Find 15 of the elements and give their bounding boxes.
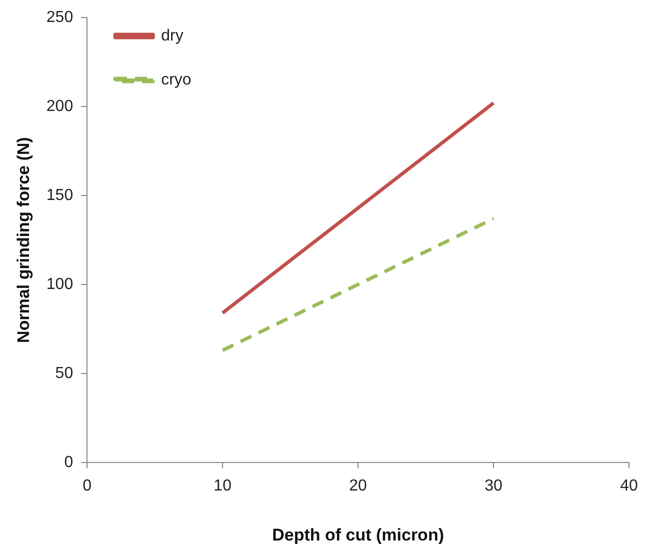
legend-label: cryo: [161, 71, 192, 88]
y-tick-label: 0: [64, 454, 74, 471]
y-tick-label: 150: [46, 186, 74, 204]
x-tick-label: 40: [620, 477, 638, 494]
x-axis-title: Depth of cut (micron): [272, 525, 444, 544]
x-tick-label: 0: [82, 477, 92, 494]
y-tick-label: 50: [55, 364, 74, 382]
legend-label: dry: [161, 27, 184, 44]
x-tick-label: 10: [214, 477, 232, 494]
y-tick-label: 200: [46, 98, 74, 115]
x-tick-label: 20: [349, 477, 368, 494]
y-axis-title: Normal grinding force (N): [14, 137, 33, 343]
y-tick-label: 250: [46, 9, 74, 26]
x-tick-label: 30: [484, 477, 503, 494]
y-tick-label: 100: [46, 276, 74, 293]
